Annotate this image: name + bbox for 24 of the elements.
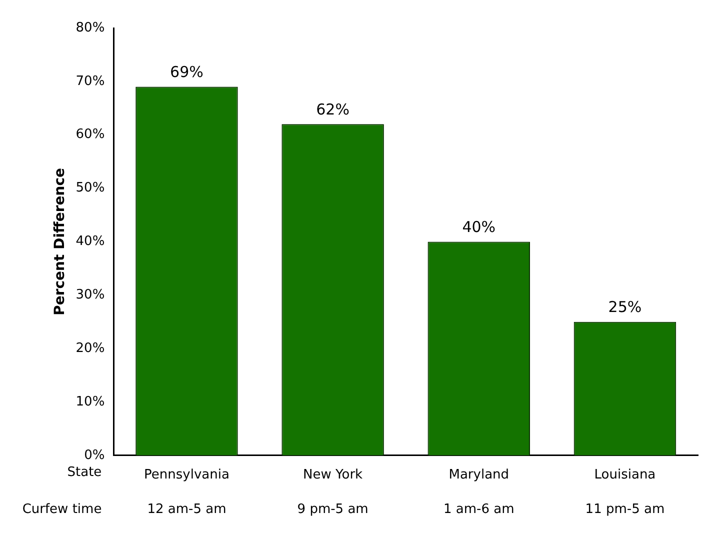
y-axis-title: Percent Difference xyxy=(52,168,68,316)
text: State xyxy=(67,464,102,480)
data-label: 25% xyxy=(608,298,642,316)
y-tick-label: 70% xyxy=(76,74,105,89)
text: 12 am-5 am xyxy=(147,502,226,517)
y-tick-label: 20% xyxy=(76,340,105,356)
data-label: 69% xyxy=(170,63,204,82)
text: 1 am-6 am xyxy=(444,502,514,517)
data-label: 40% xyxy=(462,218,496,236)
y-tick-label: 30% xyxy=(76,288,105,302)
y-tick-label: 10% xyxy=(76,394,105,410)
text: 9 pm-5 am xyxy=(297,502,368,517)
y-tick-label: 50% xyxy=(76,180,105,196)
y-tick-label: 0% xyxy=(84,448,105,463)
text: 11 pm-5 am xyxy=(585,502,665,517)
x-tick-label: Pennsylvania xyxy=(144,468,230,483)
y-tick-label: 80% xyxy=(76,20,105,36)
data-label: 62% xyxy=(316,100,350,119)
text: Curfew time xyxy=(22,502,102,517)
x-tick-label: Louisiana xyxy=(594,468,656,483)
x-tick-label: New York xyxy=(303,468,364,483)
y-tick-label: 40% xyxy=(76,234,105,250)
y-tick-label: 60% xyxy=(76,127,105,142)
x-tick-label: Maryland xyxy=(448,468,510,483)
